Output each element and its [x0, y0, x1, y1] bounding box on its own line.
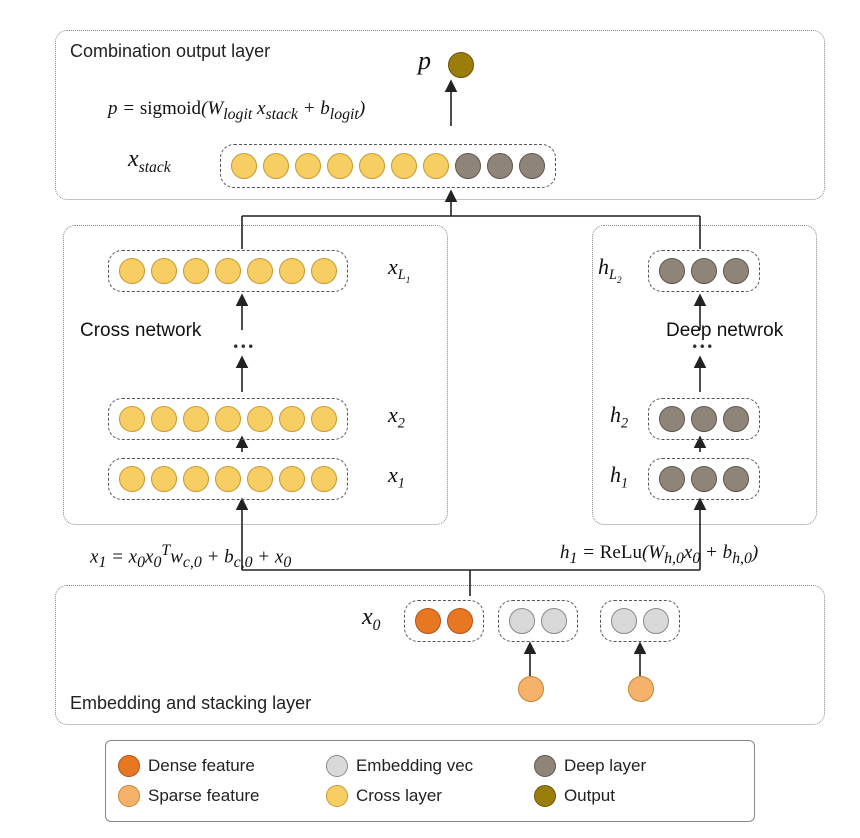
ellipsis-cross: ... — [233, 328, 256, 354]
deep-node — [519, 153, 545, 179]
layer-h1 — [648, 458, 760, 500]
legend-label: Embedding vec — [356, 756, 473, 776]
layer-x1 — [108, 458, 348, 500]
label-p: p — [418, 46, 431, 76]
legend-label: Dense feature — [148, 756, 255, 776]
layer-x0-embed-0 — [498, 600, 578, 642]
panel-label-top: Combination output layer — [70, 41, 270, 62]
deep-node — [691, 406, 717, 432]
cross-node — [119, 466, 145, 492]
dense-swatch-icon — [118, 755, 140, 777]
dense-node — [415, 608, 441, 634]
deep-swatch-icon — [534, 755, 556, 777]
label-cross-network: Cross network — [80, 320, 201, 342]
cross-node — [151, 406, 177, 432]
cross-node — [215, 258, 241, 284]
cross-node — [295, 153, 321, 179]
legend-label: Output — [564, 786, 615, 806]
cross-node — [151, 258, 177, 284]
deep-node — [487, 153, 513, 179]
legend-item-sparse: Sparse feature — [118, 781, 326, 811]
layer-x0-embed-1 — [600, 600, 680, 642]
label-h1: h1 — [610, 462, 628, 492]
cross-node — [215, 466, 241, 492]
sparse-input-1 — [628, 676, 654, 702]
layer-h2 — [648, 398, 760, 440]
label-hL2: hL2 — [598, 254, 622, 286]
label-x0: x0 — [362, 604, 380, 635]
label-x1: x1 — [388, 462, 405, 492]
deep-node — [691, 466, 717, 492]
layer-x0-dense — [404, 600, 484, 642]
legend-item-cross: Cross layer — [326, 781, 534, 811]
deep-node — [659, 466, 685, 492]
cross-node — [183, 406, 209, 432]
deep-node — [723, 258, 749, 284]
layer-x2 — [108, 398, 348, 440]
cross-node — [311, 406, 337, 432]
legend-item-dense: Dense feature — [118, 751, 326, 781]
label-x2: x2 — [388, 402, 405, 432]
cross-node — [151, 466, 177, 492]
cross-node — [279, 258, 305, 284]
equation-cross: x1 = x0x0Twc,0 + bc,0 + x0 — [90, 542, 291, 572]
label-deep-network: Deep netwrok — [666, 320, 826, 342]
legend-label: Deep layer — [564, 756, 646, 776]
deep-node — [659, 258, 685, 284]
legend-item-deep: Deep layer — [534, 751, 742, 781]
equation-output: p = sigmoid(Wlogit xstack + blogit) — [108, 98, 365, 124]
cross-node — [215, 406, 241, 432]
cross-node — [231, 153, 257, 179]
cross-node — [183, 258, 209, 284]
cross-node — [311, 466, 337, 492]
equation-deep: h1 = ReLu(Wh,0x0 + bh,0) — [560, 542, 758, 568]
dense-node — [447, 608, 473, 634]
dcn-architecture-diagram: Combination output layer Embedding and s… — [0, 0, 860, 838]
embedding-node — [643, 608, 669, 634]
sparse-input-0 — [518, 676, 544, 702]
sparse-swatch-icon — [118, 785, 140, 807]
embedding-swatch-icon — [326, 755, 348, 777]
cross-node — [311, 258, 337, 284]
cross-node — [119, 258, 145, 284]
deep-node — [455, 153, 481, 179]
panel-label-embed: Embedding and stacking layer — [70, 693, 311, 714]
legend-item-embedding: Embedding vec — [326, 751, 534, 781]
cross-node — [119, 406, 145, 432]
deep-node — [659, 406, 685, 432]
output-swatch-icon — [534, 785, 556, 807]
cross-node — [359, 153, 385, 179]
legend-label: Sparse feature — [148, 786, 260, 806]
label-xstack: xstack — [128, 146, 171, 177]
cross-node — [279, 466, 305, 492]
cross-swatch-icon — [326, 785, 348, 807]
embedding-node — [509, 608, 535, 634]
embedding-node — [541, 608, 567, 634]
cross-node — [263, 153, 289, 179]
cross-node — [327, 153, 353, 179]
deep-node — [723, 406, 749, 432]
layer-xstack — [220, 144, 556, 188]
deep-node — [691, 258, 717, 284]
layer-hL2 — [648, 250, 760, 292]
cross-node — [183, 466, 209, 492]
cross-node — [247, 466, 273, 492]
legend-item-output: Output — [534, 781, 742, 811]
legend-label: Cross layer — [356, 786, 442, 806]
cross-node — [247, 258, 273, 284]
label-h2: h2 — [610, 402, 628, 432]
output-node — [448, 52, 474, 78]
legend: Dense feature Embedding vec Deep layer Spar… — [105, 740, 755, 822]
cross-node — [279, 406, 305, 432]
embedding-node — [611, 608, 637, 634]
cross-node — [391, 153, 417, 179]
label-xL1: xL1 — [388, 254, 410, 286]
cross-node — [423, 153, 449, 179]
cross-node — [247, 406, 273, 432]
deep-node — [723, 466, 749, 492]
layer-xL1 — [108, 250, 348, 292]
